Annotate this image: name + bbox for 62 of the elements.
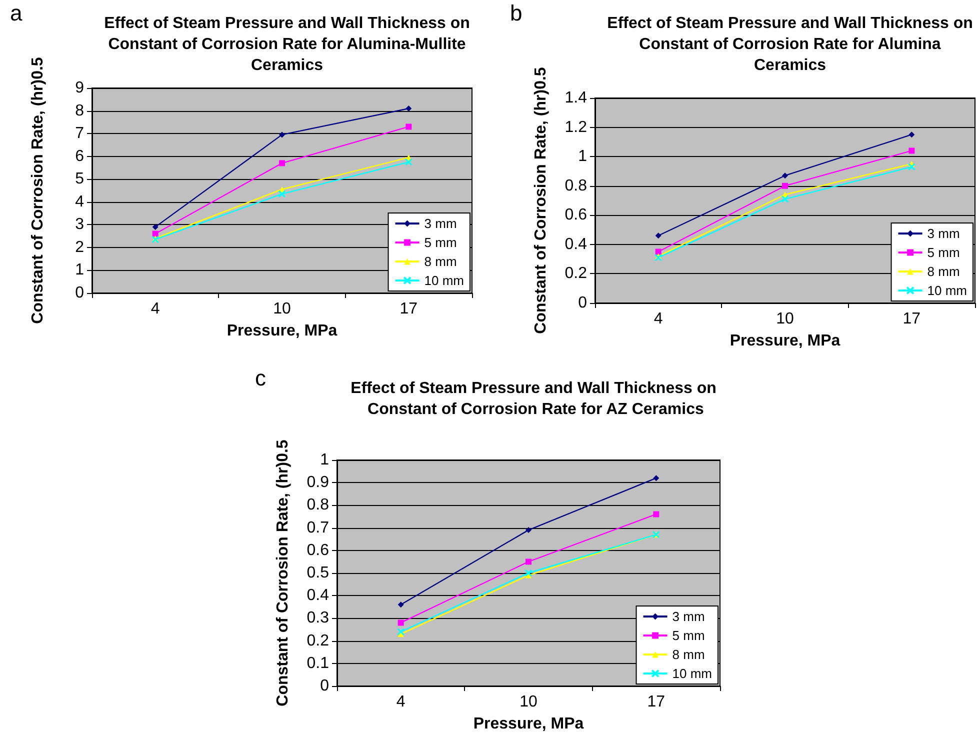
y-tick-label: 3 — [75, 216, 84, 234]
y-tick-label: 0.2 — [306, 632, 330, 650]
x-axis-title: Pressure, MPa — [473, 716, 584, 732]
legend-label: 10 mm — [672, 666, 712, 681]
x-tick-label: 10 — [520, 694, 538, 710]
y-tick-label: 0.6 — [306, 542, 330, 559]
y-tick-label: 5 — [75, 170, 84, 188]
legend-label: 8 mm — [424, 254, 457, 269]
chart-title: Effect of Steam Pressure and Wall Thickness on Constant of Corrosion Rate for Alumina-Mullite Ceramics — [104, 15, 470, 74]
legend-label: 3 mm — [424, 216, 457, 231]
x-tick-label: 17 — [902, 310, 921, 328]
y-tick-label: 0 — [75, 284, 84, 302]
y-tick-label: 0.6 — [564, 206, 588, 224]
chart-title: Effect of Steam Pressure and Wall Thickness on Constant of Corrosion Rate for Alumina Ceramics — [607, 15, 973, 74]
y-tick-label: 1 — [578, 148, 588, 166]
x-tick-label: 17 — [647, 694, 666, 710]
y-tick-label: 7 — [75, 125, 84, 142]
x-tick-label: 4 — [396, 694, 406, 710]
x-axis-title: Pressure, MPa — [730, 332, 840, 350]
y-tick-label: 8 — [75, 102, 84, 120]
y-tick-label: 0.4 — [306, 587, 330, 604]
y-tick-label: 0.2 — [564, 265, 588, 282]
y-tick-label: 0.7 — [306, 519, 330, 536]
y-tick-label: 2 — [75, 238, 84, 256]
y-axis-title: Constant of Corrosion Rate, (hr)0.5 — [532, 67, 550, 334]
y-tick-label: 9 — [75, 80, 84, 96]
y-tick-label: 0.9 — [306, 474, 330, 492]
x-tick-label: 10 — [273, 300, 291, 318]
y-tick-label: 4 — [75, 193, 84, 210]
x-tick-label: 10 — [776, 310, 794, 328]
x-tick-label: 4 — [150, 300, 160, 318]
y-axis-title: Constant of Corrosion Rate, (hr)0.5 — [30, 57, 46, 324]
y-tick-label: 0.1 — [306, 654, 330, 672]
legend-label: 8 mm — [927, 264, 960, 279]
x-tick-label: 4 — [654, 310, 663, 328]
y-tick-label: 6 — [75, 148, 84, 165]
legend-label: 3 mm — [672, 609, 705, 624]
y-tick-label: 1.2 — [564, 118, 588, 136]
legend-label: 5 mm — [927, 245, 960, 260]
y-tick-label: 1.4 — [564, 90, 588, 106]
legend-label: 10 mm — [927, 283, 968, 298]
y-tick-label: 1 — [75, 262, 84, 279]
y-axis-title: Constant of Corrosion Rate, (hr)0.5 — [274, 440, 292, 706]
y-tick-label: 1 — [320, 452, 330, 468]
y-tick-label: 0 — [578, 294, 588, 312]
y-tick-label: 0 — [320, 678, 330, 694]
x-axis-title: Pressure, MPa — [226, 322, 338, 340]
text: a — [10, 0, 23, 26]
y-tick-label: 0.3 — [306, 610, 330, 627]
text: c — [255, 366, 266, 390]
x-tick-label: 17 — [400, 300, 418, 318]
text: b — [510, 0, 522, 26]
legend-label: 5 mm — [672, 628, 705, 643]
y-tick-label: 0.8 — [306, 496, 330, 514]
y-tick-label: 0.5 — [306, 564, 330, 582]
legend-label: 3 mm — [927, 226, 960, 241]
y-tick-label: 0.8 — [564, 177, 588, 194]
legend-label: 8 mm — [672, 647, 705, 662]
chart-title: Effect of Steam Pressure and Wall Thickness on Constant of Corrosion Rate for AZ Ceramics — [350, 380, 716, 418]
legend-label: 5 mm — [424, 235, 457, 250]
legend-label: 10 mm — [424, 273, 464, 288]
y-tick-label: 0.4 — [564, 236, 588, 253]
